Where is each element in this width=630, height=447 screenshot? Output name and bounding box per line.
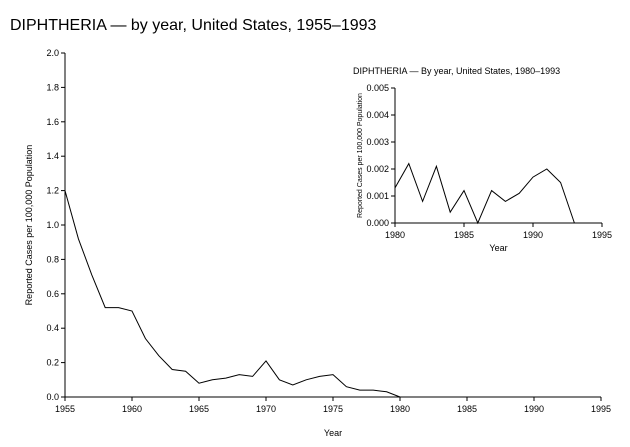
main-x-tick-label: 1980 [390,404,410,414]
main-x-axis-title: Year [324,428,342,438]
main-y-tick-label: 1.4 [46,151,59,161]
main-y-tick-label: 0.4 [46,323,59,333]
inset-series-line [394,162,575,225]
main-x-tick-label: 1960 [122,404,142,414]
main-y-tick-label: 2.0 [46,48,59,58]
main-x-tick-label: 1985 [457,404,477,414]
inset-y-tick-label: 0.000 [366,218,389,228]
main-chart: 0.0 0.2 0.4 0.6 0.8 1.0 1.2 1.4 1.6 1.8 2.0 1955 196… [24,48,611,438]
inset-y-tick-label: 0.005 [366,83,389,93]
main-x-tick-label: 1975 [323,404,343,414]
main-y-tick-label: 1.0 [46,220,59,230]
main-series-line [64,190,401,398]
inset-y-axis-title: Reported Cases per 100,000 Population [357,93,364,218]
inset-y-tick-label: 0.001 [366,191,389,201]
main-y-tick-label: 0.0 [46,392,59,402]
main-x-tick-label: 1990 [524,404,544,414]
inset-x-tick-label: 1980 [385,230,405,240]
main-x-tick-label: 1965 [189,404,209,414]
page-title: DIPHTHERIA — by year, United States, 195… [10,17,377,34]
main-y-axis-title: Reported Cases per 100,000 Population [24,145,34,306]
main-x-tick-label: 1955 [55,404,75,414]
inset-x-tick-label: 1995 [592,230,612,240]
inset-title: DIPHTHERIA — By year, United States, 198… [353,66,560,76]
inset-y-tick-label: 0.003 [366,137,389,147]
main-x-tick-label: 1995 [591,404,611,414]
main-y-tick-label: 1.8 [46,82,59,92]
inset-y-tick-label: 0.004 [366,110,389,120]
main-y-tick-label: 0.6 [46,289,59,299]
main-y-tick-label: 1.2 [46,186,59,196]
inset-x-tick-label: 1985 [454,230,474,240]
inset-y-tick-label: 0.002 [366,164,389,174]
main-x-tick-label: 1970 [256,404,276,414]
main-y-tick-label: 0.2 [46,358,59,368]
main-y-tick-label: 0.8 [46,254,59,264]
inset-x-tick-label: 1990 [523,230,543,240]
inset-x-axis-title: Year [489,243,507,253]
inset-chart: DIPHTHERIA — By year, United States, 198… [353,66,612,253]
main-y-tick-label: 1.6 [46,117,59,127]
